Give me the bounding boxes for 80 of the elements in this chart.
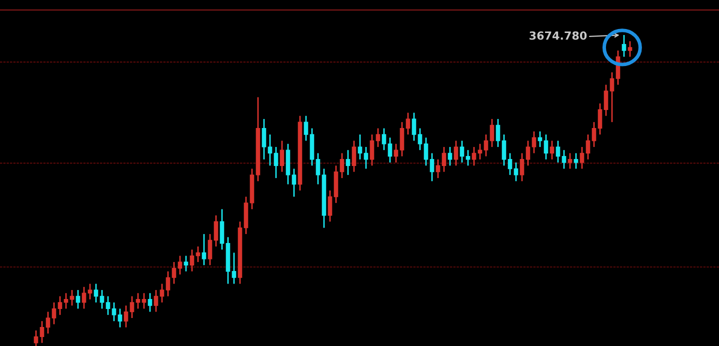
candlestick bbox=[100, 289, 104, 310]
candlestick bbox=[52, 302, 56, 325]
candlestick bbox=[610, 72, 614, 123]
candlestick bbox=[604, 84, 608, 117]
candlestick bbox=[430, 152, 434, 182]
candlestick bbox=[328, 190, 332, 222]
candlestick bbox=[178, 255, 182, 276]
candlestick bbox=[586, 134, 590, 160]
candlestick bbox=[262, 118, 266, 160]
candlestick bbox=[496, 118, 500, 148]
candlestick bbox=[568, 152, 572, 170]
candlestick bbox=[394, 143, 398, 164]
candlestick bbox=[46, 311, 50, 334]
candlestick bbox=[346, 149, 350, 176]
candlestick bbox=[58, 296, 62, 316]
candlestick bbox=[148, 292, 152, 312]
candlestick bbox=[40, 320, 44, 344]
candlestick bbox=[502, 134, 506, 166]
candlestick bbox=[184, 255, 188, 272]
candlestick bbox=[208, 233, 212, 266]
candlestick bbox=[214, 214, 218, 248]
candlestick bbox=[316, 152, 320, 185]
candlestick bbox=[136, 292, 140, 310]
candlestick bbox=[388, 136, 392, 164]
candlestick bbox=[172, 261, 176, 284]
candlestick bbox=[484, 134, 488, 157]
candlestick bbox=[382, 128, 386, 151]
candlestick bbox=[442, 146, 446, 173]
candlestick bbox=[190, 248, 194, 272]
candlestick bbox=[454, 140, 458, 166]
candlestick bbox=[508, 152, 512, 176]
candlestick bbox=[406, 112, 410, 136]
candlestick bbox=[340, 152, 344, 179]
candlestick bbox=[268, 134, 272, 166]
candlestick bbox=[598, 102, 602, 136]
candlestick bbox=[82, 286, 86, 310]
candlestick bbox=[562, 149, 566, 170]
candlestick bbox=[514, 162, 518, 182]
candlestick bbox=[574, 152, 578, 170]
candlestick bbox=[292, 168, 296, 198]
candlestick bbox=[418, 128, 422, 151]
candlestick bbox=[160, 283, 164, 304]
candlestick bbox=[88, 283, 92, 300]
candlestick bbox=[232, 252, 236, 284]
candlestick bbox=[544, 134, 548, 160]
candlestick bbox=[400, 121, 404, 157]
candlestick bbox=[220, 208, 224, 250]
candlestick bbox=[358, 134, 362, 160]
candlestick bbox=[622, 34, 626, 58]
candlestick bbox=[490, 118, 494, 148]
candlestick bbox=[130, 296, 134, 319]
candlestick bbox=[280, 140, 284, 173]
candlestick bbox=[166, 270, 170, 297]
candlestick bbox=[64, 292, 68, 310]
candlestick bbox=[124, 304, 128, 328]
candlestick bbox=[370, 134, 374, 166]
candlestick bbox=[460, 140, 464, 164]
candlestick bbox=[202, 233, 206, 266]
candlestick bbox=[274, 146, 278, 179]
candlestick bbox=[142, 292, 146, 310]
candlestick bbox=[580, 146, 584, 170]
candlestick bbox=[376, 128, 380, 148]
candlestick bbox=[304, 115, 308, 142]
candlestick bbox=[154, 289, 158, 312]
candlestick bbox=[76, 289, 80, 310]
annotation: 3674.780 bbox=[530, 31, 587, 40]
candlestick bbox=[106, 296, 110, 316]
candlestick bbox=[628, 40, 632, 58]
candlestick bbox=[94, 283, 98, 304]
candlestick bbox=[520, 152, 524, 182]
candlestick bbox=[550, 140, 554, 160]
candlestick bbox=[424, 136, 428, 166]
candlestick bbox=[412, 112, 416, 142]
candlestick bbox=[526, 140, 530, 166]
candlestick bbox=[592, 121, 596, 148]
candlestick bbox=[532, 130, 536, 154]
candlestick bbox=[556, 140, 560, 164]
candlestick bbox=[478, 143, 482, 160]
candlestick bbox=[118, 308, 122, 328]
candlestick bbox=[352, 140, 356, 173]
